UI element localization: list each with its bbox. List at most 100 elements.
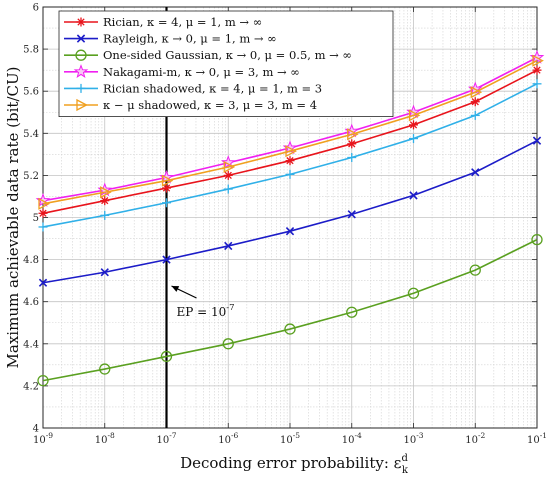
legend-label: Rician shadowed, κ = 4, μ = 1, m = 3 xyxy=(103,81,322,95)
data-point xyxy=(408,109,421,122)
legend-label: Rician, κ = 4, μ = 1, m → ∞ xyxy=(103,15,262,29)
y-tick-label: 4.6 xyxy=(23,297,39,308)
x-tick-label: 10-6 xyxy=(218,431,238,446)
marker-stroke xyxy=(162,184,171,192)
data-point xyxy=(347,128,359,141)
data-point xyxy=(470,97,480,107)
marker-stroke xyxy=(77,18,85,26)
marker-circle xyxy=(531,233,543,246)
data-point xyxy=(409,191,418,200)
data-point xyxy=(38,197,50,210)
marker-circle xyxy=(346,306,358,318)
data-point xyxy=(100,186,112,199)
legend-entry: Rician shadowed, κ = 4, μ = 1, m = 3 xyxy=(64,81,322,95)
marker-circle xyxy=(407,287,420,299)
marker-stroke xyxy=(348,140,356,148)
y-axis-label: Maximum achievable data rate (bit/CU) xyxy=(4,67,22,369)
data-point xyxy=(284,323,296,335)
marker-stroke xyxy=(285,227,295,236)
marker-stroke xyxy=(286,157,294,165)
marker-triangle xyxy=(408,109,421,122)
marker-stroke xyxy=(532,136,542,145)
legend-entry: One-sided Gaussian, κ → 0, μ = 0.5, m → … xyxy=(64,48,352,62)
data-point xyxy=(162,198,171,208)
marker-triangle xyxy=(76,98,88,112)
data-point xyxy=(347,139,357,149)
marker-triangle xyxy=(161,174,174,187)
marker-triangle xyxy=(38,197,50,210)
data-point xyxy=(100,210,110,220)
y-tick-label: 4.8 xyxy=(23,255,39,266)
series-5 xyxy=(38,79,542,232)
data-point xyxy=(532,65,542,75)
data-point xyxy=(470,110,480,120)
y-tick-label: 4.2 xyxy=(23,381,39,392)
data-point xyxy=(409,120,418,130)
data-point xyxy=(346,306,358,318)
x-axis-label: Decoding error probability: εd k xyxy=(180,453,409,476)
series-group xyxy=(35,49,545,387)
marker-circle xyxy=(37,374,49,387)
data-point xyxy=(470,86,483,99)
marker-stroke xyxy=(409,121,418,129)
data-point xyxy=(160,350,173,363)
data-point xyxy=(38,222,48,232)
series-line xyxy=(42,238,538,382)
marker-star xyxy=(220,155,236,169)
data-point xyxy=(224,241,233,251)
marker-stroke xyxy=(100,268,109,277)
data-point xyxy=(162,183,171,193)
marker-stroke xyxy=(471,98,479,106)
data-point xyxy=(469,264,481,276)
marker-circle xyxy=(75,49,87,61)
series-line xyxy=(42,59,538,205)
marker-stroke xyxy=(224,241,233,251)
axis-ticks: 10-9 10-8 10-7 10-6 10-5 10-4 10-3 10-2 10-1 4 4.2… xyxy=(23,3,547,447)
data-point xyxy=(285,227,295,236)
series-1 xyxy=(38,65,542,218)
marker-triangle xyxy=(347,128,359,141)
data-point xyxy=(37,374,49,387)
data-point xyxy=(532,54,544,67)
data-point xyxy=(100,196,110,206)
x-tick-label: 10-7 xyxy=(156,431,176,446)
data-point xyxy=(220,155,236,169)
marker-circle xyxy=(160,350,173,363)
legend-label: Rayleigh, κ → 0, μ = 1, m → ∞ xyxy=(103,32,277,46)
data-point xyxy=(38,208,48,218)
marker-triangle xyxy=(470,86,483,99)
x-tick-label: 10-3 xyxy=(403,431,423,446)
data-point xyxy=(161,174,174,187)
y-tick-label: 5.8 xyxy=(23,45,39,56)
data-point xyxy=(99,363,111,375)
data-point xyxy=(347,210,356,219)
series-3 xyxy=(37,233,543,387)
data-point xyxy=(100,268,109,277)
x-tick-label: 10-1 xyxy=(527,431,547,446)
marker-circle xyxy=(284,323,296,335)
data-point xyxy=(285,145,297,158)
data-point xyxy=(531,233,543,246)
marker-star xyxy=(73,64,89,78)
marker-stroke xyxy=(409,191,418,200)
data-point xyxy=(285,156,295,166)
legend-entry: Rayleigh, κ → 0, μ = 1, m → ∞ xyxy=(64,32,277,46)
data-point xyxy=(222,338,234,350)
annotation-text: EP = 10-7 xyxy=(177,303,235,319)
data-point xyxy=(162,255,171,264)
data-point xyxy=(532,136,542,145)
legend: Rician, κ = 4, μ = 1, m → ∞ Rayleigh, κ →… xyxy=(58,10,394,117)
y-tick-label: 5.2 xyxy=(23,171,39,182)
legend-label: Nakagami-m, κ → 0, μ = 3, m → ∞ xyxy=(103,65,300,79)
legend-entry: Rician, κ = 4, μ = 1, m → ∞ xyxy=(64,15,262,29)
series-2 xyxy=(38,136,542,287)
data-point xyxy=(471,168,480,177)
y-tick-label: 4.4 xyxy=(23,339,39,350)
marker-triangle xyxy=(532,54,544,67)
y-tick-label: 4 xyxy=(33,424,39,435)
marker-circle xyxy=(222,338,234,350)
data-point xyxy=(223,184,233,194)
marker-triangle xyxy=(223,160,236,174)
marker-triangle xyxy=(285,145,297,158)
